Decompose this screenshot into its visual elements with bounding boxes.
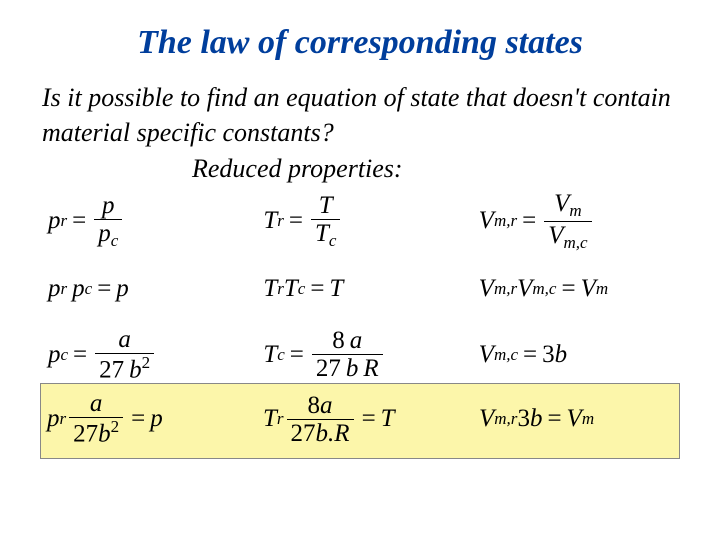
eq-tc-expr: Tc= 8 a 27 b R (257, 327, 462, 382)
eq-tr-sub: Tr 8a 27b.R =T (257, 392, 463, 447)
eq-tr-def: Tr= TTc (257, 192, 462, 250)
eq-pr-pc: pr pc=p (42, 262, 247, 316)
eq-vmc-expr: Vm,c=3b (473, 328, 678, 382)
eq-vmr-def: Vm,r= VmVm,c (473, 190, 678, 252)
eq-vmr-sub: Vm,r3b=Vm (473, 405, 679, 433)
slide: The law of corresponding states Is it po… (0, 0, 720, 459)
eq-pc-expr: pc= a 27 b2 (42, 326, 247, 383)
eq-pr-def: pr= ppc (42, 192, 247, 250)
eq-vmr-vmc: Vm,rVm,c=Vm (473, 262, 678, 316)
slide-title: The law of corresponding states (42, 24, 678, 62)
eq-pr-sub: pr a 27b2 =p (41, 390, 247, 447)
subheading: Reduced properties: (192, 154, 678, 184)
eq-tr-tc: TrTc=T (257, 262, 462, 316)
highlight-box: pr a 27b2 =p Tr 8a 27b.R =T Vm,r3b=Vm (40, 383, 680, 458)
intro-text: Is it possible to find an equation of st… (42, 80, 678, 150)
equation-grid: pr= ppc Tr= TTc Vm,r= VmVm,c pr pc=p TrT… (42, 190, 678, 383)
